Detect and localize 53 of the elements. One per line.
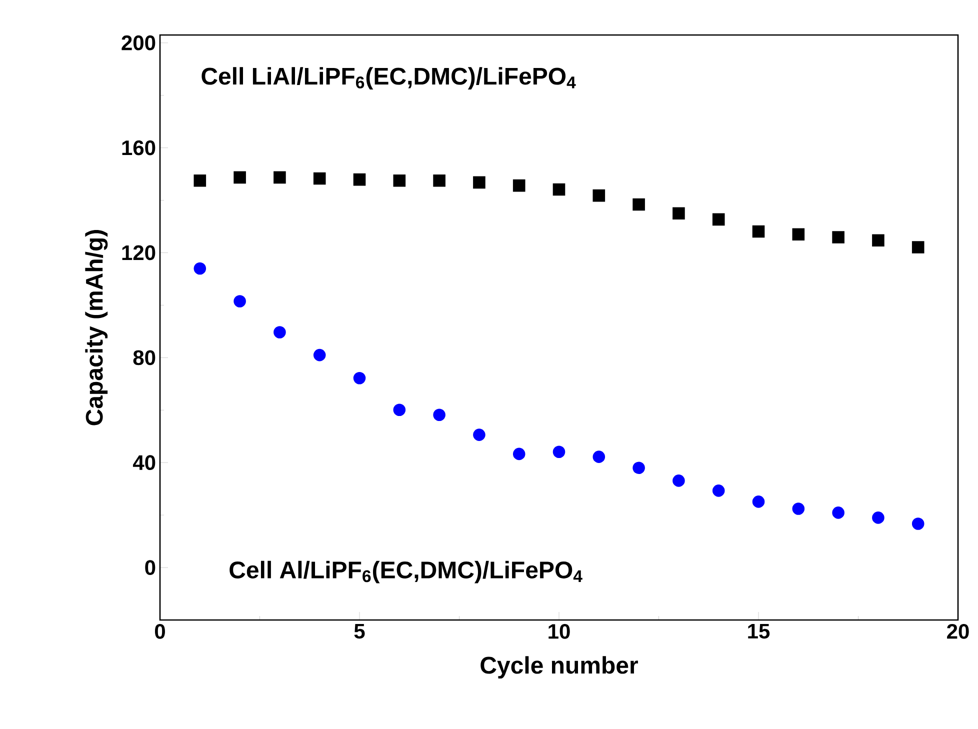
point bbox=[353, 372, 366, 384]
point bbox=[632, 198, 645, 211]
point bbox=[552, 446, 566, 458]
point bbox=[592, 450, 606, 463]
annotation: Cell LiAl/LiPF$_{6}$(EC,DMC)/LiFePO$_{4}$ bbox=[202, 67, 576, 90]
point bbox=[752, 225, 765, 238]
point bbox=[672, 207, 685, 220]
point bbox=[752, 496, 765, 508]
point bbox=[313, 172, 326, 185]
point bbox=[712, 213, 725, 226]
point bbox=[234, 295, 246, 308]
point bbox=[832, 506, 844, 519]
point bbox=[512, 179, 526, 192]
x-tick-label: 20 bbox=[947, 624, 969, 639]
point bbox=[792, 228, 805, 241]
point bbox=[872, 234, 884, 247]
point bbox=[313, 348, 326, 362]
y-tick-label: 40 bbox=[132, 455, 156, 470]
point bbox=[194, 262, 206, 275]
x-tick-label: 15 bbox=[748, 624, 770, 639]
point bbox=[552, 183, 566, 196]
x-tick-label: 5 bbox=[354, 624, 365, 639]
point bbox=[234, 171, 246, 184]
point bbox=[473, 428, 486, 441]
y-tick-label: 200 bbox=[122, 35, 156, 50]
point bbox=[592, 189, 606, 202]
x-tick-label: 10 bbox=[548, 624, 570, 639]
point bbox=[912, 518, 924, 530]
y-axis-title: Capacity (mAh/g) bbox=[85, 230, 108, 426]
point bbox=[912, 241, 924, 254]
point bbox=[393, 174, 406, 187]
point bbox=[832, 231, 844, 244]
point bbox=[473, 176, 486, 189]
point bbox=[194, 174, 206, 187]
point bbox=[353, 173, 366, 186]
point bbox=[672, 474, 685, 487]
point bbox=[872, 512, 884, 524]
x-tick-label: 0 bbox=[154, 624, 165, 639]
point bbox=[712, 484, 725, 497]
y-tick-label: 160 bbox=[122, 140, 156, 156]
point bbox=[433, 174, 446, 187]
point bbox=[632, 462, 645, 474]
point bbox=[512, 448, 526, 460]
y-tick-label: 80 bbox=[133, 350, 156, 366]
point bbox=[393, 404, 406, 416]
point bbox=[274, 326, 286, 338]
point bbox=[274, 171, 286, 184]
y-tick-label: 120 bbox=[122, 245, 156, 260]
point bbox=[433, 408, 446, 422]
y-tick-label: 0 bbox=[145, 560, 156, 575]
annotation: Cell Al/LiPF$_{6}$(EC,DMC)/LiFePO$_{4}$ bbox=[230, 560, 582, 584]
point bbox=[792, 502, 805, 515]
x-axis-title: Cycle number bbox=[480, 656, 638, 679]
